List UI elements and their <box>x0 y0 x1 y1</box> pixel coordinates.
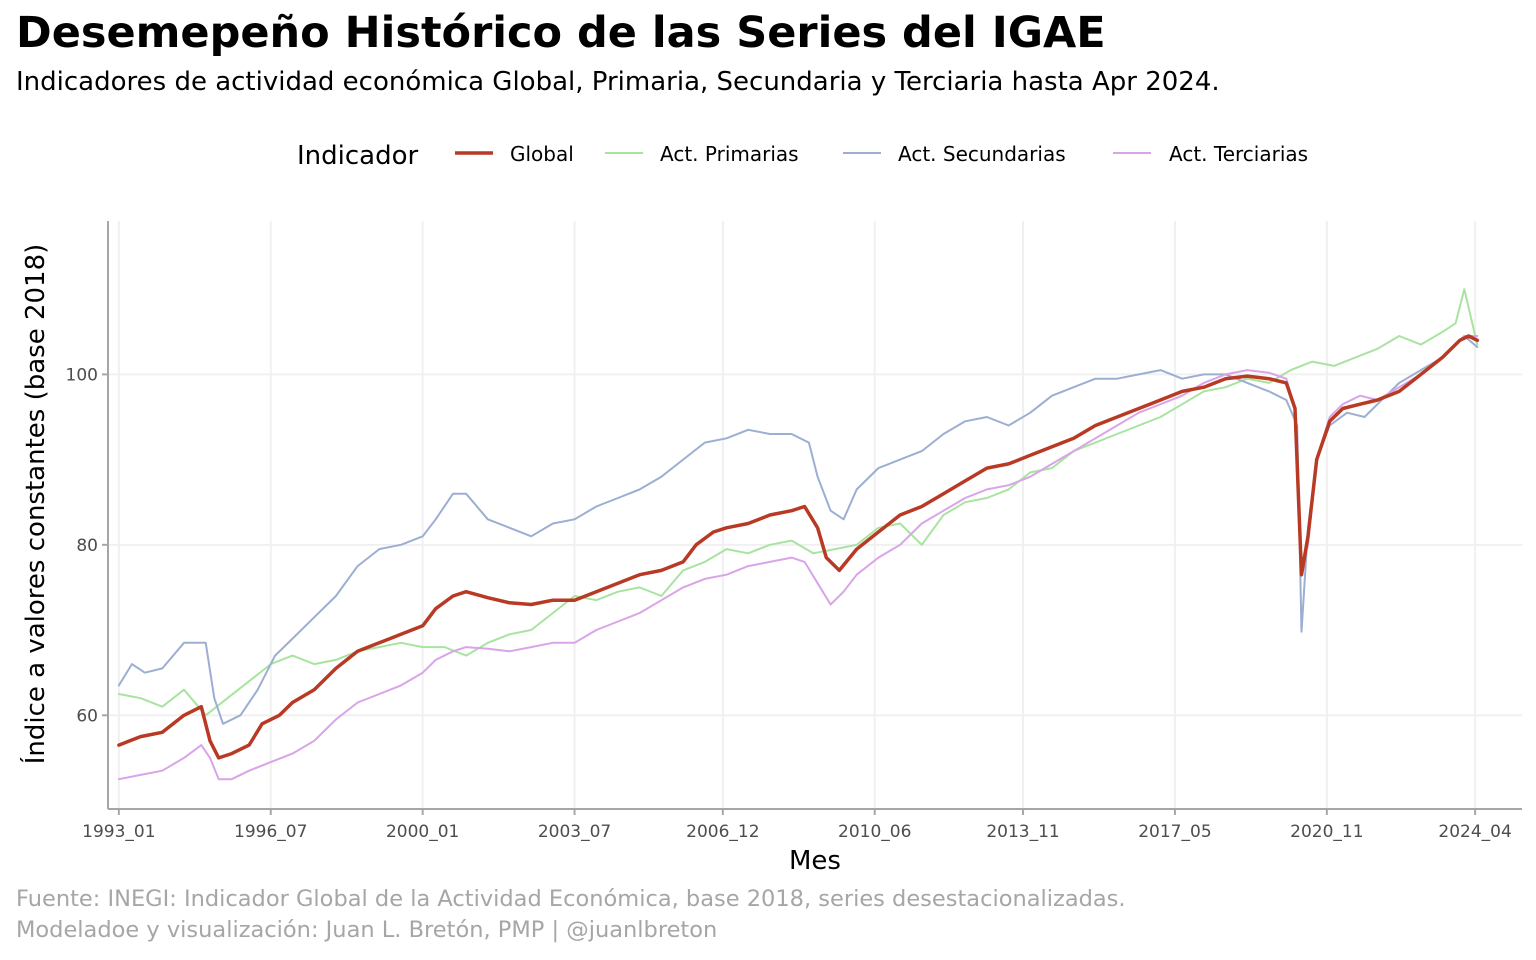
x-ticks: 1993_01 1996_07 2000_01 2003_07 2006_12 2010_… <box>82 809 1512 842</box>
series-line-global <box>117 334 1480 760</box>
chart-title: Desemepeño Histórico de las Series del I… <box>16 8 1106 58</box>
legend-label-terciarias: Act. Terciarias <box>1169 142 1308 166</box>
legend-label-secundarias: Act. Secundarias <box>898 142 1066 166</box>
y-tick-label: 100 <box>66 365 98 385</box>
axes <box>107 221 1522 810</box>
legend-label-global: Global <box>510 142 574 166</box>
source-caption: Fuente: INEGI: Indicador Global de la Ac… <box>16 886 1126 912</box>
x-tick-label: 2017_05 <box>1138 822 1211 842</box>
legend: Indicador Global Act. Primarias Act. Sec… <box>297 141 1308 171</box>
series-line-secundarias <box>117 335 1479 725</box>
y-ticks: 60 80 100 <box>66 365 108 726</box>
x-axis-title: Mes <box>789 846 841 876</box>
y-axis-title: Índice a valores constantes (base 2018) <box>19 244 51 765</box>
x-tick-label: 2013_11 <box>986 822 1059 842</box>
x-tick-label: 2000_01 <box>386 822 459 842</box>
legend-label-primarias: Act. Primarias <box>660 142 799 166</box>
grid <box>108 221 1522 809</box>
x-tick-label: 2024_04 <box>1438 822 1511 842</box>
legend-title: Indicador <box>297 141 419 171</box>
x-tick-label: 1996_07 <box>234 822 307 842</box>
y-tick-label: 80 <box>76 536 98 556</box>
x-tick-label: 2003_07 <box>538 822 611 842</box>
x-tick-label: 1993_01 <box>82 822 155 842</box>
x-tick-label: 2006_12 <box>686 822 759 842</box>
author-caption: Modeladoe y visualización: Juan L. Bretó… <box>16 917 718 943</box>
series-line-primarias <box>117 288 1479 717</box>
chart-subtitle: Indicadores de actividad económica Globa… <box>16 67 1220 97</box>
series-line-terciarias <box>117 335 1479 781</box>
series-lines <box>117 288 1480 781</box>
x-tick-label: 2010_06 <box>838 822 911 842</box>
y-tick-label: 60 <box>76 706 98 726</box>
x-tick-label: 2020_11 <box>1290 822 1363 842</box>
